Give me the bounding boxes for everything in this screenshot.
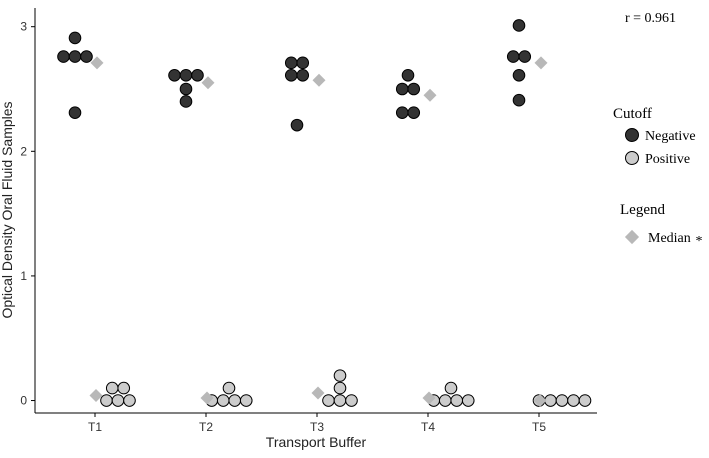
negative-point: [512, 93, 526, 107]
positive-point: [333, 394, 347, 407]
positive-point: [345, 394, 358, 407]
negative-point: [68, 106, 82, 119]
median-marker: [423, 88, 437, 102]
y-tick-label: 2: [20, 144, 27, 158]
negative-point: [296, 56, 310, 70]
negative-point: [506, 50, 520, 63]
positive-point: [322, 394, 335, 407]
median-marker: [201, 76, 215, 90]
positive-point: [333, 381, 347, 395]
negative-point: [57, 50, 70, 63]
negative-point: [395, 82, 409, 96]
y-axis-title: Optical Density Oral Fluid Samples: [0, 101, 15, 318]
y-tick-label: 1: [20, 269, 27, 283]
negative-point: [68, 50, 82, 63]
legend-median: Legend Median *: [620, 202, 703, 249]
median-markers: [89, 56, 548, 408]
median-marker: [90, 56, 104, 70]
y-axis-ticks: 0 1 2 3: [20, 20, 35, 408]
positive-point: [555, 394, 569, 407]
positive-point: [105, 381, 119, 395]
legend-cutoff: Cutoff Negative Positive: [613, 106, 696, 167]
positive-point: [461, 394, 475, 407]
median-marker: [534, 56, 548, 70]
negative-point: [179, 95, 193, 108]
correlation-annotation: r = 0.961: [625, 11, 676, 26]
median-marker: [422, 391, 436, 405]
median-marker: [312, 73, 326, 87]
median-marker: [89, 389, 103, 403]
negative-points: [57, 19, 532, 132]
negative-point: [290, 118, 304, 132]
positive-point: [222, 381, 236, 395]
x-tick-label: T2: [199, 420, 213, 434]
x-tick-label: T5: [532, 420, 546, 434]
positive-point: [100, 394, 113, 407]
y-tick-label: 0: [20, 394, 27, 408]
x-tick-label: T4: [421, 420, 435, 434]
negative-point: [401, 68, 415, 82]
median-marker: [311, 386, 325, 400]
positive-point: [438, 394, 452, 407]
median-marker: [533, 394, 547, 408]
negative-point: [179, 82, 193, 96]
negative-point: [407, 106, 421, 119]
negative-point: [179, 68, 193, 82]
negative-point: [407, 82, 421, 96]
x-axis-ticks: T1 T2 T3 T4 T5: [88, 413, 546, 434]
positive-point: [567, 394, 580, 407]
positive-point: [333, 369, 347, 382]
negative-point: [512, 68, 526, 82]
legend-median-marker: [624, 229, 640, 245]
positive-point: [228, 394, 242, 407]
negative-point: [284, 56, 298, 70]
legend-median-label: Median: [648, 231, 691, 246]
legend-median-asterisk: *: [696, 234, 703, 249]
positive-point: [450, 394, 464, 407]
median-marker: [200, 391, 214, 405]
x-axis-title: Transport Buffer: [266, 434, 367, 450]
negative-point: [168, 68, 181, 82]
legend-negative-marker: [625, 128, 639, 142]
x-tick-label: T1: [88, 420, 102, 434]
legend-cutoff-title: Cutoff: [613, 106, 652, 122]
negative-point: [284, 68, 298, 82]
legend-negative-label: Negative: [645, 129, 696, 144]
legend-positive-label: Positive: [645, 152, 690, 167]
positive-points: [100, 369, 592, 407]
positive-point: [578, 394, 592, 407]
negative-point: [80, 50, 93, 63]
negative-point: [518, 50, 532, 63]
legend-positive-marker: [625, 151, 639, 165]
negative-point: [68, 31, 82, 45]
positive-point: [117, 381, 131, 395]
positive-point: [123, 394, 136, 407]
positive-point: [444, 381, 458, 395]
y-tick-label: 3: [20, 20, 27, 34]
positive-point: [111, 394, 125, 407]
negative-point: [512, 19, 526, 32]
positive-point: [239, 394, 253, 407]
negative-point: [296, 68, 310, 82]
x-tick-label: T3: [310, 420, 324, 434]
negative-point: [395, 106, 409, 119]
positive-point: [216, 394, 230, 407]
legend-median-title: Legend: [620, 202, 665, 218]
negative-point: [191, 68, 204, 82]
